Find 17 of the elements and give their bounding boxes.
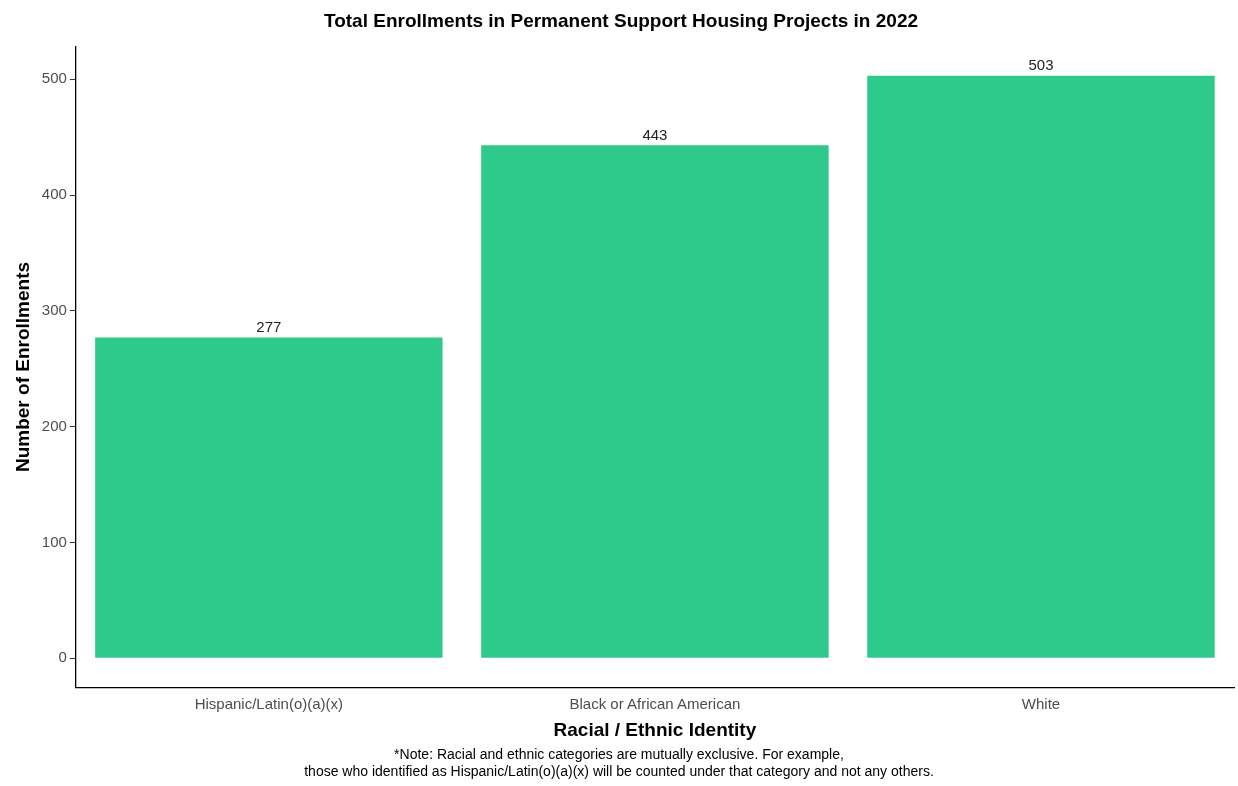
y-axis-title: Number of Enrollments bbox=[11, 261, 33, 473]
y-tick-label: 200 bbox=[41, 416, 67, 434]
data-label: 503 bbox=[1028, 56, 1054, 74]
y-tick-label: 400 bbox=[41, 185, 67, 203]
y-tick-label: 500 bbox=[41, 69, 67, 87]
data-label: 443 bbox=[642, 125, 668, 143]
data-label: 277 bbox=[256, 318, 282, 336]
x-tick-label: Hispanic/Latin(o)(a)(x) bbox=[194, 695, 344, 713]
x-axis-title: Racial / Ethnic Identity bbox=[553, 718, 757, 740]
y-tick-label: 100 bbox=[41, 532, 67, 550]
text: *Note: Racial and ethnic categories are mutually exclusive. For example, bbox=[393, 746, 845, 763]
y-tick-label: 300 bbox=[41, 300, 67, 318]
x-tick-label: White bbox=[1021, 695, 1061, 713]
text: those who identified as Hispanic/Latin(o)(a)(x) will be counted under that category and not any others. bbox=[303, 763, 935, 780]
chart-title: Total Enrollments in Permanent Support Housing Projects in 2022 bbox=[323, 9, 919, 31]
x-tick-label: Black or African American bbox=[569, 695, 741, 713]
y-tick-label: 0 bbox=[58, 648, 67, 666]
